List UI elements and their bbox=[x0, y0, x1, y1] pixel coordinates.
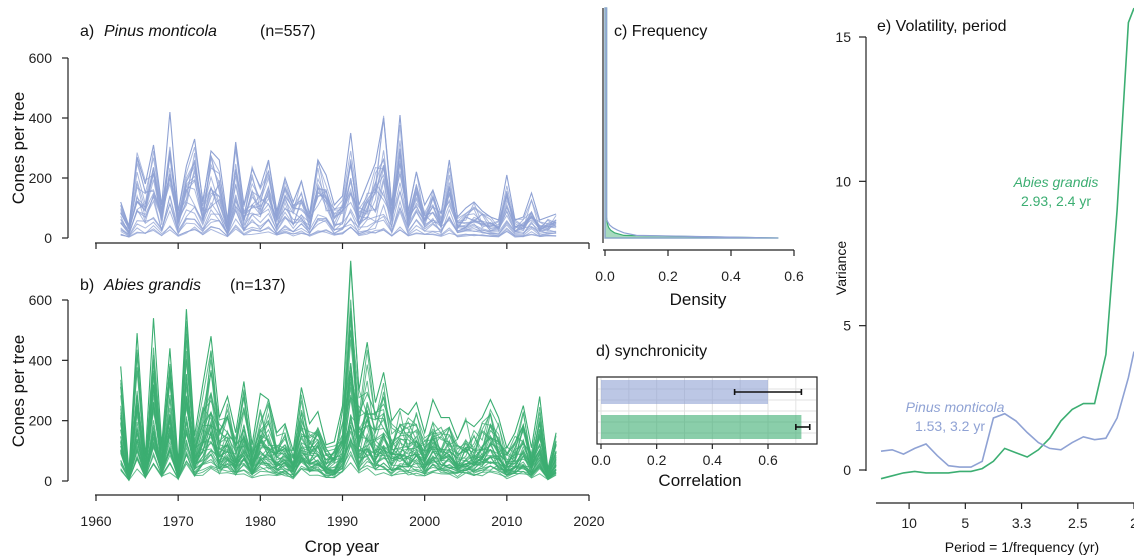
ytick-label: 15 bbox=[835, 29, 851, 45]
series-line bbox=[120, 180, 557, 235]
panel-a-ylabel: Cones per tree bbox=[9, 92, 28, 204]
panel-d-xlabel: Correlation bbox=[658, 471, 741, 490]
series-line bbox=[120, 378, 557, 476]
panel-b-count: (n=137) bbox=[230, 277, 286, 294]
panel-b-species: Abies grandis bbox=[103, 277, 201, 294]
xtick-label: 2000 bbox=[409, 513, 440, 529]
xtick-label: 0.0 bbox=[595, 268, 615, 284]
series-line bbox=[120, 199, 557, 237]
xtick-label: 2020 bbox=[573, 513, 604, 529]
series-line bbox=[120, 166, 557, 234]
series-line-max bbox=[120, 111, 557, 227]
ytick-label: 0 bbox=[44, 473, 52, 489]
panel-e-ylabel: Variance bbox=[833, 241, 849, 295]
panel-a-species: Pinus monticola bbox=[104, 23, 217, 40]
panel-e-xlabel: Period = 1/frequency (yr) bbox=[945, 539, 1099, 555]
series-line bbox=[120, 125, 557, 231]
ytick-label: 5 bbox=[843, 318, 851, 334]
xtick-label: 1980 bbox=[245, 513, 276, 529]
annotation-abies-name: Abies grandis bbox=[1013, 174, 1099, 190]
density-pinus bbox=[604, 7, 779, 239]
xtick-label: 3.3 bbox=[1012, 515, 1032, 531]
ytick-label: 200 bbox=[29, 413, 53, 429]
panel-b: b) Abies grandis (n=137) Cones per tree … bbox=[9, 260, 605, 556]
series-line bbox=[120, 144, 557, 231]
series-line bbox=[120, 265, 557, 477]
annotation-pinus-name: Pinus monticola bbox=[906, 399, 1005, 415]
series-line bbox=[120, 453, 557, 482]
series-line bbox=[120, 226, 557, 238]
ytick-label: 600 bbox=[29, 292, 53, 308]
panel-b-letter: b) bbox=[80, 277, 94, 294]
xtick-label: 0.6 bbox=[784, 268, 804, 284]
spectrum-pinus bbox=[880, 351, 1134, 468]
series-line bbox=[120, 417, 557, 480]
panel-a-count: (n=557) bbox=[260, 23, 316, 40]
xtick-label: 10 bbox=[901, 515, 917, 531]
ytick-label: 0 bbox=[44, 230, 52, 246]
xtick-label: 1990 bbox=[327, 513, 358, 529]
xtick-label: 0.0 bbox=[591, 452, 611, 468]
panel-c-title: c) Frequency bbox=[614, 23, 707, 40]
ytick-label: 200 bbox=[29, 170, 53, 186]
panel-d-title: d) synchronicity bbox=[596, 343, 707, 360]
ytick-label: 0 bbox=[843, 462, 851, 478]
xtick-label: 1970 bbox=[163, 513, 194, 529]
xtick-label: 1960 bbox=[80, 513, 111, 529]
xtick-label: 2010 bbox=[491, 513, 522, 529]
panel-c: c) Frequency Density 0.0 0.2 0.4 0.6 bbox=[595, 7, 804, 309]
xtick-label: 0.2 bbox=[658, 268, 678, 284]
series-line bbox=[120, 414, 557, 480]
xtick-label: 2 bbox=[1130, 515, 1134, 531]
ytick-label: 400 bbox=[29, 352, 53, 368]
series-line bbox=[120, 224, 557, 238]
panel-a: a) Pinus monticola (n=557) Cones per tre… bbox=[9, 23, 590, 249]
panel-e-title: e) Volatility, period bbox=[877, 18, 1007, 35]
ytick-label: 10 bbox=[835, 173, 851, 189]
series-line bbox=[120, 118, 557, 230]
ytick-label: 600 bbox=[29, 50, 53, 66]
xtick-label: 5 bbox=[961, 515, 969, 531]
series-line bbox=[120, 150, 557, 236]
bar-abies bbox=[601, 415, 802, 439]
xtick-label: 0.2 bbox=[647, 452, 667, 468]
panel-b-xlabel: Crop year bbox=[305, 537, 380, 556]
xtick-label: 0.6 bbox=[758, 452, 778, 468]
panel-d: d) synchronicity 0.0 0.2 0.4 0.6 Correlatio… bbox=[591, 343, 818, 490]
xtick-label: 0.4 bbox=[703, 452, 723, 468]
xtick-label: 0.4 bbox=[721, 268, 741, 284]
panel-b-ylabel: Cones per tree bbox=[9, 335, 28, 447]
annotation-abies-value: 2.93, 2.4 yr bbox=[1021, 193, 1091, 209]
panel-c-xlabel: Density bbox=[670, 290, 727, 309]
spectrum-abies bbox=[880, 7, 1134, 480]
ytick-label: 400 bbox=[29, 110, 53, 126]
density-abies bbox=[604, 7, 779, 239]
annotation-pinus-value: 1.53, 3.2 yr bbox=[915, 418, 985, 434]
panel-e: e) Volatility, period Variance Period = … bbox=[833, 7, 1134, 555]
panel-a-letter: a) bbox=[80, 23, 94, 40]
xtick-label: 2.5 bbox=[1068, 515, 1088, 531]
